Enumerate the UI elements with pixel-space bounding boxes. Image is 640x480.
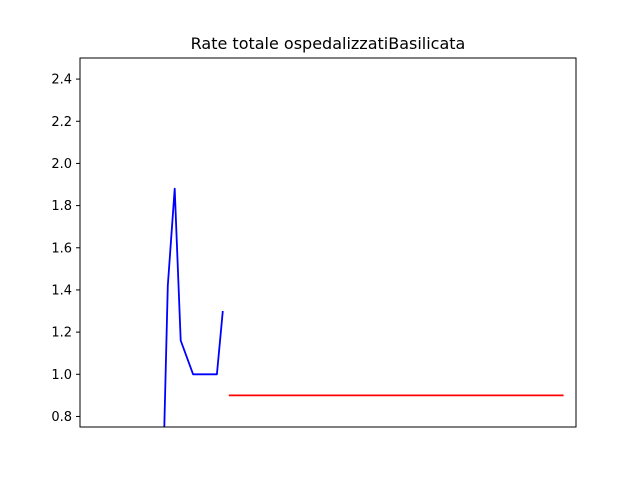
y-tick-label: 1.6 bbox=[51, 241, 72, 256]
series-layer bbox=[163, 187, 564, 427]
y-tick-label: 1.2 bbox=[51, 326, 72, 341]
y-tick-label: 1.8 bbox=[51, 199, 72, 214]
y-tick-label: 2.4 bbox=[51, 73, 72, 88]
chart-title: Rate totale ospedalizzatiBasilicata bbox=[191, 34, 466, 53]
y-tick-label: 2.2 bbox=[51, 115, 72, 130]
y-tick-label: 0.8 bbox=[51, 410, 72, 425]
series-line-1 bbox=[163, 187, 224, 427]
y-tick-label: 2.0 bbox=[51, 157, 72, 172]
y-tick-label: 1.4 bbox=[51, 283, 72, 298]
y-axis: 0.8 1.0 1.2 1.4 1.6 1.8 2.0 2.2 2.4 bbox=[51, 73, 80, 425]
plot-frame bbox=[79, 57, 577, 428]
y-tick-label: 1.0 bbox=[51, 368, 72, 383]
